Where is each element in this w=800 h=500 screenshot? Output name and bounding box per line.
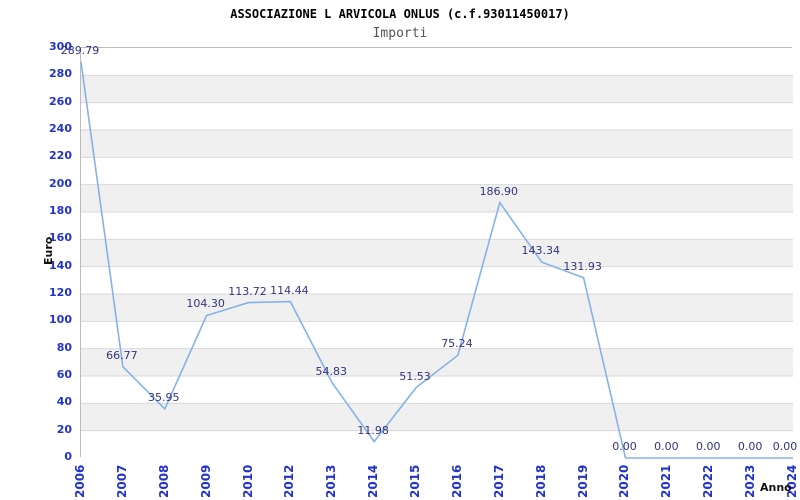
x-tick-label: 2006 (73, 464, 87, 498)
x-tick-label: 2008 (156, 464, 171, 498)
data-label: 131.93 (563, 259, 602, 273)
plot-band (81, 321, 793, 349)
plot-band (81, 239, 793, 267)
x-tick-label: 2021 (659, 464, 674, 498)
data-label: 113.72 (228, 284, 267, 298)
y-tick-label: 100 (49, 313, 72, 327)
x-tick-label: 2013 (324, 464, 339, 498)
x-tick-label: 2016 (449, 464, 464, 498)
y-tick-label: 240 (49, 122, 72, 135)
y-tick-label: 260 (49, 94, 72, 108)
x-tick-label: 2009 (198, 464, 213, 498)
x-tick-label: 2022 (701, 464, 716, 498)
x-tick-label: 2010 (240, 464, 255, 498)
y-tick-label: 200 (49, 176, 72, 190)
data-label: 75.24 (441, 337, 473, 351)
y-tick-label: 160 (49, 231, 72, 245)
y-tick-label: 220 (49, 149, 72, 163)
plot-band (81, 430, 793, 458)
y-tick-label: 120 (49, 286, 72, 299)
y-tick-label: 0 (64, 450, 72, 463)
data-label: 0.00 (612, 440, 637, 453)
x-axis-title: Anno (760, 481, 792, 494)
data-label: 104.30 (186, 297, 225, 311)
y-tick-label: 20 (56, 422, 72, 436)
data-label: 35.95 (148, 390, 180, 404)
x-tick-label: 2023 (743, 464, 758, 498)
data-label: 289.79 (60, 43, 100, 57)
plot-svg (80, 48, 793, 459)
data-label: 186.90 (479, 184, 519, 198)
y-tick-label: 80 (56, 340, 72, 354)
x-tick-label: 2018 (533, 464, 548, 498)
plot-band (81, 403, 793, 431)
y-tick-label: 40 (56, 395, 72, 409)
data-label: 66.77 (106, 348, 138, 362)
data-label: 0.00 (737, 440, 763, 453)
y-tick-label: 60 (56, 368, 72, 381)
x-tick-label: 2007 (114, 464, 129, 498)
data-label: 0.00 (695, 440, 721, 453)
data-label: 114.44 (270, 283, 309, 297)
chart-subtitle: Importi (372, 26, 428, 41)
plot-band (81, 266, 793, 294)
y-tick-label: 180 (49, 204, 72, 217)
data-label: 51.53 (399, 369, 431, 383)
plot-band (81, 376, 793, 404)
series-line (80, 61, 793, 459)
data-label: 143.34 (521, 244, 560, 258)
plot-band (81, 212, 793, 240)
x-tick-label: 2012 (282, 464, 297, 498)
y-tick-label: 140 (49, 258, 72, 272)
y-tick-label: 280 (49, 67, 72, 81)
data-label: 11.98 (357, 423, 389, 437)
plot-band (81, 184, 793, 212)
plot-band (81, 157, 793, 185)
plot-band (81, 75, 793, 103)
plot-band (81, 102, 793, 130)
data-label: 54.83 (315, 365, 348, 379)
x-tick-label: 2015 (408, 464, 423, 498)
x-tick-label: 2019 (575, 464, 590, 498)
x-tick-label: 2014 (366, 464, 381, 498)
plot-band (81, 48, 793, 76)
plot-band (81, 294, 793, 322)
x-tick-label: 2020 (617, 464, 632, 498)
x-tick-label: 2017 (491, 464, 506, 498)
chart-title: ASSOCIAZIONE L ARVICOLA ONLUS (c.f.93011… (230, 7, 570, 21)
y-axis-title: Euro (42, 236, 55, 265)
plot-band (81, 130, 793, 158)
data-label: 0.00 (654, 440, 679, 453)
plot-area (80, 47, 793, 459)
data-label: 0.00 (772, 440, 798, 453)
y-tick-label: 300 (49, 40, 72, 53)
